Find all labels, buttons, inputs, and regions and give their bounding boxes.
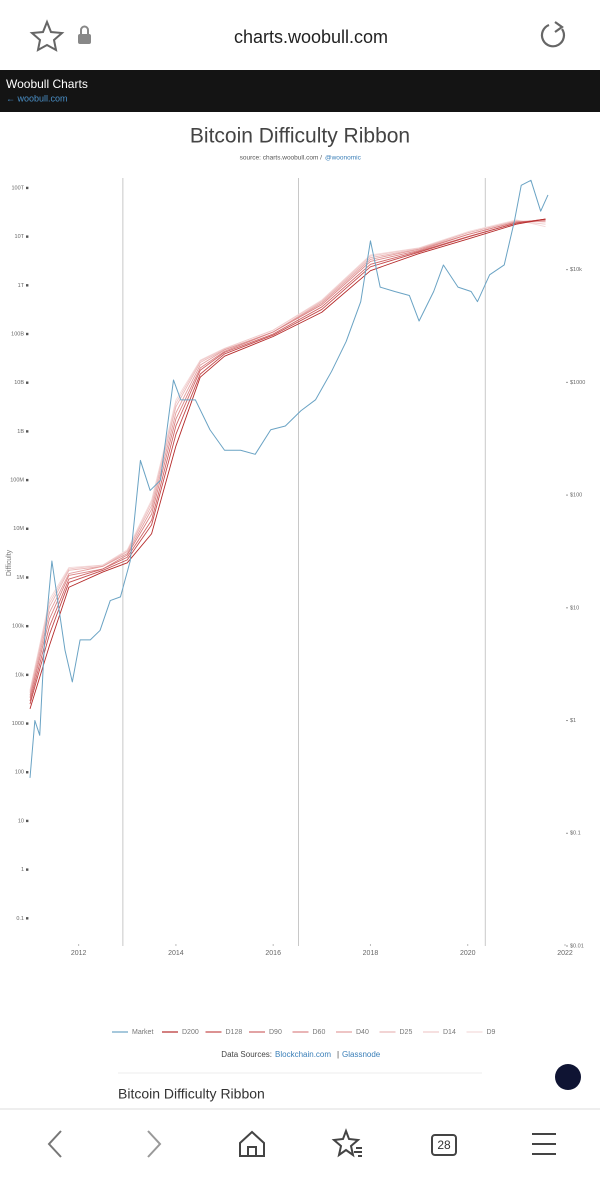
y-tick-label: 1T [18,283,25,289]
y-tick [26,917,29,920]
y-axis-label: Difficulty [6,549,13,576]
y-tick [26,624,29,628]
bottom-bar [0,1109,600,1179]
legend-label: D9 [487,1029,496,1036]
legend-label: D25 [400,1029,413,1036]
x-tick-label: 2012 [71,950,87,957]
url[interactable]: charts.woobull.com [234,27,388,47]
y-tick [26,430,29,433]
y-tick [26,332,29,336]
y2-tick-label: $100 [570,493,582,499]
source-handle[interactable]: @woonomic [325,155,362,162]
series-line [29,218,546,705]
tab-count[interactable]: 28 [437,1138,451,1152]
x-tick-label: 2014 [168,950,184,957]
x-tick-label: 2016 [265,950,281,957]
legend-label: Market [132,1029,153,1036]
y-tick [26,819,29,823]
source-link[interactable]: Glassnode [342,1050,381,1059]
x-tick-label: 2022 [557,950,573,957]
series-line [29,220,546,696]
legend-label: D14 [443,1029,456,1036]
plot: 0.1 1 10 100 1000 10k 100k 1M 10M 100M 1B 10B 100B 1T… [10,178,585,957]
menu-button[interactable] [532,1133,556,1155]
y-tick-label: 10M [13,526,24,532]
x-tick-label: 2018 [363,950,379,957]
y-tick [26,186,29,190]
sources-label: Data Sources: [221,1050,272,1059]
legend-label: D40 [356,1029,369,1036]
series-line [29,219,546,698]
floating-button[interactable] [555,1064,581,1090]
y-tick-label: 1M [16,575,24,581]
y-tick [26,576,29,579]
series-line [29,220,546,692]
series-line [29,219,546,691]
forward-button[interactable] [147,1130,162,1158]
y-tick-label: 10k [15,672,24,678]
y-tick [26,478,29,482]
series-line [29,218,546,702]
y-tick [26,868,29,871]
y-tick-label: 100 [15,770,24,776]
y-tick [26,722,29,725]
home-button[interactable] [239,1130,265,1157]
legend-label: D90 [269,1029,282,1036]
legend-label: D60 [313,1029,326,1036]
y-tick [26,771,29,774]
y-tick-label: 100T [11,185,24,191]
y-tick [26,527,29,530]
legend-label: D200 [182,1029,199,1036]
y-tick-label: 1 [21,867,24,873]
x-tick-label: 2020 [460,950,476,957]
y-tick-label: 0.1 [16,916,24,922]
y-tick [26,284,29,287]
y2-tick-label: $1 [570,718,576,724]
y-tick-label: 1000 [12,721,24,727]
y2-tick-label: $0.01 [570,943,584,949]
y-tick-label: 100M [10,478,24,484]
tabs-button[interactable] [431,1134,457,1156]
bookmarks-button[interactable] [331,1128,362,1158]
y-tick-label: 100B [11,331,24,337]
source-link[interactable]: Blockchain.com [275,1050,331,1059]
chart-title: Bitcoin Difficulty Ribbon [190,125,410,148]
series-line [29,179,549,778]
back-link[interactable]: ← woobull.com [6,93,68,103]
y-tick-label: 10B [14,380,24,386]
reload-icon[interactable] [540,21,565,48]
site-header [0,70,600,112]
y-tick-label: 100k [12,624,24,630]
y-tick [26,235,29,238]
legend: Market D200 D128 D90 D60 D40 D25 D14 D9 [112,1029,496,1036]
y2-tick-label: $1000 [570,380,585,386]
y-tick-label: 10 [18,818,24,824]
y2-tick-label: $10 [570,605,579,611]
y-tick [26,673,29,677]
lock-icon [78,25,91,44]
y-tick [26,381,29,384]
y2-tick-label: $10k [570,267,582,273]
separator: | [337,1050,339,1059]
y-tick-label: 1B [17,429,24,435]
browser-toolbar [0,0,600,70]
source-prefix: source: charts.woobull.com / [240,155,323,162]
y-tick-label: 10T [15,234,25,240]
series-line [29,220,546,693]
back-button[interactable] [47,1130,62,1158]
section-heading: Bitcoin Difficulty Ribbon [118,1086,265,1102]
bookmark-icon[interactable] [29,19,65,52]
series-line [29,218,546,710]
site-title[interactable]: Woobull Charts [6,77,88,91]
y2-tick-label: $0.1 [570,831,581,837]
legend-label: D128 [226,1029,243,1036]
